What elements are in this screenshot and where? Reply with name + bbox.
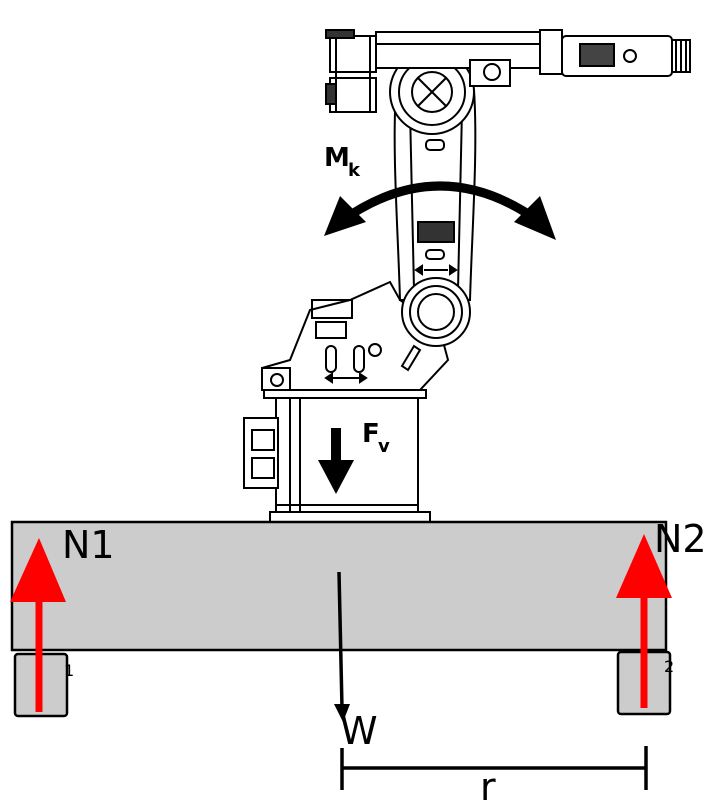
- robot-arm-drawing: [243, 29, 691, 523]
- reaction-label-left: N1: [62, 523, 115, 567]
- robot-lower-arm: [393, 89, 477, 301]
- robot-motor-pack: [325, 29, 377, 113]
- moment-arrowhead-right: [514, 196, 556, 240]
- vertical-force-label: F: [362, 419, 380, 449]
- moment-arrow: [324, 181, 556, 240]
- distance-dimension: [340, 746, 648, 790]
- moment-label: M: [324, 143, 350, 173]
- support-left-index: 1: [64, 661, 74, 680]
- robot-elbow-joint: [401, 277, 471, 347]
- weight-label: W: [340, 709, 378, 753]
- support-right-index: 2: [664, 657, 674, 676]
- distance-label: r: [480, 765, 496, 807]
- robot-forearm: [375, 29, 691, 87]
- reaction-arrow-left: [10, 538, 66, 712]
- vertical-force-arrow: [318, 428, 354, 494]
- moment-arrowhead-left: [324, 196, 366, 236]
- robot-base: [243, 389, 431, 523]
- reaction-arrow-right: [616, 534, 672, 708]
- vertical-force-label-subscript: v: [378, 436, 390, 457]
- reaction-label-right: N2: [654, 517, 707, 561]
- weight-arrow: [334, 571, 350, 722]
- moment-label-subscript: k: [348, 160, 361, 181]
